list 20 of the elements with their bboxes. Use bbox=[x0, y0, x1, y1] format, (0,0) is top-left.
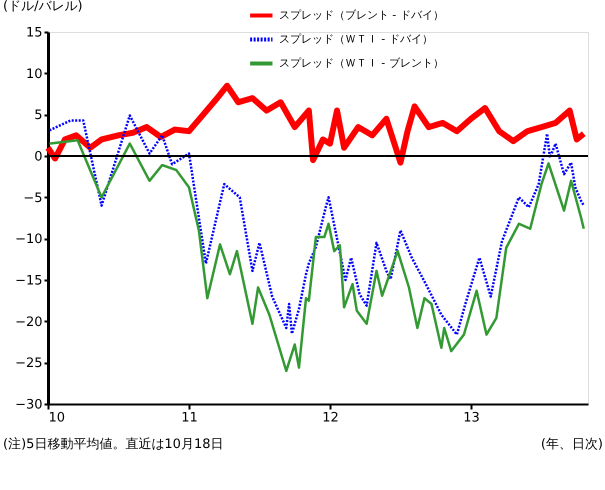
y-tick-label: −10 bbox=[15, 232, 42, 248]
x-tick-label: 12 bbox=[322, 410, 339, 426]
y-tick-label: 15 bbox=[26, 26, 42, 40]
legend-label: スプレッド（ＷＴＩ - ドバイ） bbox=[278, 32, 433, 46]
x-tick-label: 11 bbox=[181, 410, 198, 426]
legend-label: スプレッド（ブレント - ドバイ） bbox=[278, 8, 444, 22]
y-axis-title: (ドル/バレル) bbox=[3, 0, 83, 14]
y-tick-label: −20 bbox=[15, 314, 42, 330]
y-tick-label: −15 bbox=[15, 274, 42, 288]
y-tick-label: 10 bbox=[26, 66, 42, 82]
text: (注)5日移動平均値。直近は10月18日 bbox=[3, 437, 224, 452]
y-tick-label: −25 bbox=[15, 356, 42, 372]
x-tick-label: 10 bbox=[48, 410, 66, 426]
y-tick-label: −5 bbox=[23, 190, 42, 206]
legend-label: スプレッド（ＷＴＩ - ブレント） bbox=[278, 56, 444, 70]
x-tick-label: 13 bbox=[463, 410, 480, 426]
y-tick-label: 5 bbox=[34, 108, 42, 124]
x-axis-title: (年、日次) bbox=[540, 437, 603, 452]
y-tick-label: 0 bbox=[34, 150, 42, 164]
y-tick-label: −30 bbox=[15, 398, 42, 412]
